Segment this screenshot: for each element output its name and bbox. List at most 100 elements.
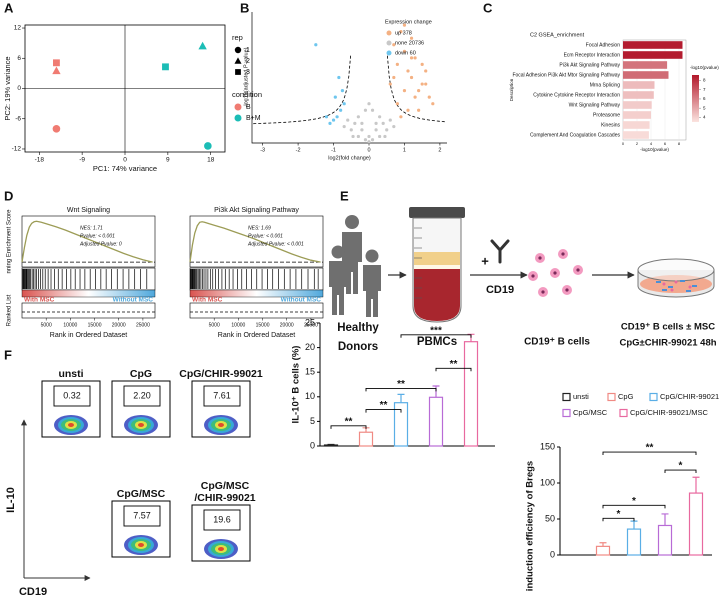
point — [349, 128, 353, 132]
significance-bracket — [602, 517, 635, 522]
dish-icon-part-part — [662, 289, 667, 291]
legend-symbol — [234, 114, 242, 122]
diagram-label: CD19⁺ B cells ± MSC — [621, 322, 715, 333]
flow-gate-value: 19.6 — [213, 514, 231, 524]
flow-axis-label: IL-10 — [5, 487, 17, 513]
point — [162, 63, 169, 71]
legend-label: 1 — [246, 47, 250, 54]
y-tick-label: -12 — [12, 146, 22, 153]
point — [370, 138, 375, 142]
significance-bracket — [602, 504, 666, 509]
point — [399, 115, 403, 119]
bar — [623, 131, 649, 139]
chart-title: Pi3k Akt Signaling Pathway — [214, 207, 299, 214]
threshold-curve — [253, 55, 351, 125]
point — [353, 121, 357, 125]
x-tick-label: 25000 — [136, 322, 150, 328]
legend-label: 3 — [246, 69, 250, 76]
antibody-icon — [490, 239, 510, 264]
flow-gate — [123, 505, 161, 527]
right-label: Without MSC — [113, 297, 154, 304]
bar — [623, 91, 654, 99]
bar — [595, 545, 611, 556]
point — [409, 75, 414, 80]
legend-symbol — [386, 50, 392, 56]
point — [388, 82, 392, 86]
y-tick-label: Mrna Splicing — [590, 82, 621, 88]
y-tick-label: Focal Adhesion Pi3k Akt Mtor Signaling P… — [512, 72, 620, 78]
right-label: Without MSC — [281, 297, 322, 304]
x-tick-label: 4 — [650, 141, 653, 146]
axis-line — [251, 12, 447, 144]
bar — [623, 121, 650, 129]
x-axis-label: -log10(pvalue) — [640, 147, 669, 152]
x-tick-label: 0 — [123, 157, 127, 164]
point — [431, 102, 435, 106]
dish-icon — [637, 258, 715, 298]
x-tick-label: 2 — [636, 141, 639, 146]
left-label: With MSC — [24, 297, 55, 304]
y-tick-label: 25 — [305, 317, 315, 327]
x-tick-label: 1 — [403, 147, 406, 153]
x-tick-label: -2 — [296, 147, 301, 153]
point — [413, 56, 417, 60]
flow-density — [68, 423, 74, 427]
point — [395, 62, 399, 66]
significance-label: * — [679, 461, 683, 472]
point — [402, 89, 407, 93]
chart-title: C2 GSEA_enrichment — [530, 32, 585, 38]
legend-symbol — [234, 103, 242, 111]
legend-symbol — [234, 46, 242, 54]
point — [374, 121, 378, 125]
legend-label: CpG/MSC — [573, 408, 608, 417]
point — [413, 95, 417, 99]
legend-label: none 20736 — [395, 40, 424, 46]
y-tick-label: 0 — [550, 549, 555, 559]
legend-label: B+M — [246, 115, 261, 122]
stat-label: Pvalue: < 0.001 — [248, 233, 283, 239]
significance-label: * — [617, 509, 621, 520]
dish-icon-part-part — [662, 282, 666, 286]
point — [204, 142, 212, 150]
bar — [657, 524, 673, 556]
x-tick-label: 2 — [438, 147, 441, 153]
x-tick-label: 15000 — [256, 322, 270, 328]
x-tick-label: 20000 — [112, 322, 126, 328]
dish-icon-part-part — [668, 286, 673, 288]
point — [367, 134, 371, 139]
flow-density — [138, 423, 144, 427]
dish-icon-part-part — [692, 285, 697, 287]
point — [406, 69, 410, 73]
point — [381, 121, 385, 125]
point — [331, 118, 336, 122]
y-tick-label: 6 — [17, 55, 21, 62]
bar — [623, 71, 669, 79]
bar — [428, 396, 444, 447]
tube-icon-part — [414, 227, 422, 299]
tube-icon-part — [414, 252, 460, 265]
point — [324, 115, 329, 119]
error-bar — [599, 542, 607, 547]
stat-label: NES: 1.71 — [80, 225, 103, 231]
y-tick-label: 0 — [17, 85, 21, 92]
tube-icon-part — [414, 269, 460, 321]
error-bar — [692, 476, 700, 494]
significance-bracket — [602, 451, 697, 456]
flow-gate-value: 7.61 — [213, 390, 231, 400]
bar — [623, 111, 651, 119]
significance-label: *** — [430, 325, 442, 336]
point — [346, 118, 350, 122]
point — [417, 89, 421, 93]
point — [360, 121, 364, 125]
cell-icons-part — [561, 252, 565, 256]
point — [351, 134, 355, 139]
point — [378, 115, 382, 119]
point — [370, 108, 375, 112]
plot-frame — [189, 215, 324, 268]
tube-icon-part — [409, 207, 465, 218]
point — [367, 102, 371, 106]
legend-label: CpG — [618, 392, 634, 401]
panel-label: F — [4, 347, 12, 362]
y-tick-label: Pi3k Akt Signaling Pathway — [559, 62, 620, 68]
donor-label: Healthy Donors — [337, 322, 379, 353]
